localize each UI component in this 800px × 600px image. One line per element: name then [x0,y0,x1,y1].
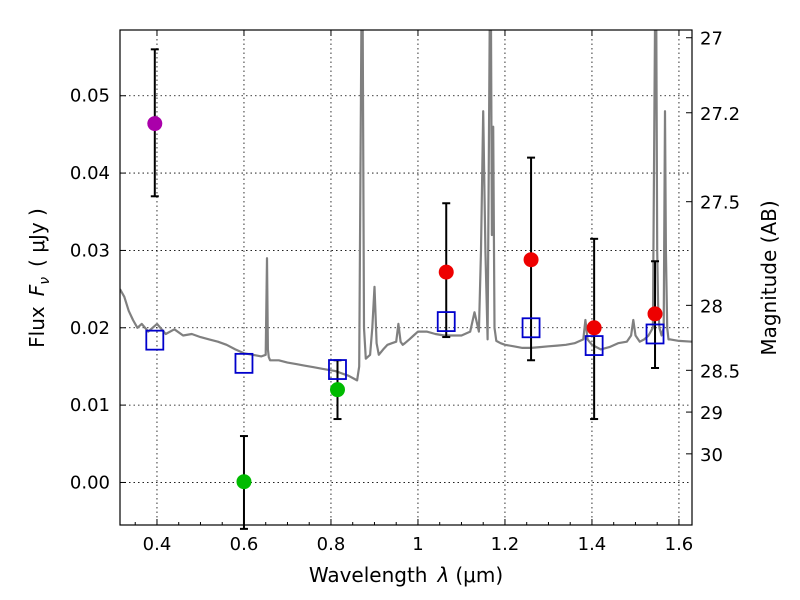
magnitude-axis-label: Magnitude (AB) [757,200,781,355]
x-tick-label: 1.4 [578,534,607,555]
model-photometry-square [645,323,665,345]
magnitude-tick-label: 30 [700,445,723,466]
y-tick-label: 0.03 [70,240,110,261]
y-tick-label: 0.02 [70,318,110,339]
observed-point-red [647,306,663,322]
grid [120,30,692,525]
magnitude-tick-label: 27 [700,29,723,50]
magnitude-tick-label: 29 [700,403,723,424]
x-tick-label: 0.6 [230,534,259,555]
model-photometry-square [234,352,254,374]
model-photometry-square [436,311,456,332]
model-photometry-square [145,329,165,351]
y-axis-label: FluxFν( μJy ) [25,208,53,348]
magnitude-tick-label: 27.2 [700,104,740,125]
observed-point-green [329,382,345,398]
y-tick-label: 0.00 [70,472,110,493]
model-photometry-square [584,335,604,356]
observed-point-violet [147,116,163,132]
axes-ticks: 0.4 0.6 0.8 1 1.2 1.4 1.6 0.00 0.01 0.02 0.03 0.04 0… [70,29,740,555]
observed-point-green [236,474,252,490]
plot-area [120,30,692,382]
magnitude-tick-label: 28 [700,296,723,317]
model-photometry-square [328,359,347,380]
plot-frame [119,29,693,526]
y-tick-label: 0.01 [70,395,110,416]
observed-point-red [438,264,454,280]
x-axis-label: Wavelength λ (μm) [309,563,503,587]
y-tick-label: 0.04 [70,163,110,184]
model-spectrum-line [120,30,692,382]
x-tick-label: 1.2 [491,534,520,555]
x-tick-label: 0.8 [317,534,346,555]
magnitude-tick-label: 27.5 [700,193,740,214]
model-photometry-square [521,317,541,339]
x-tick-label: 1.6 [665,534,694,555]
observed-point-red [586,320,602,336]
magnitude-tick-label: 28.5 [700,361,740,382]
y-tick-label: 0.05 [70,86,110,107]
x-tick-label: 0.4 [143,534,172,555]
x-tick-label: 1 [412,534,423,555]
markers [145,48,665,530]
observed-point-red [523,252,539,268]
